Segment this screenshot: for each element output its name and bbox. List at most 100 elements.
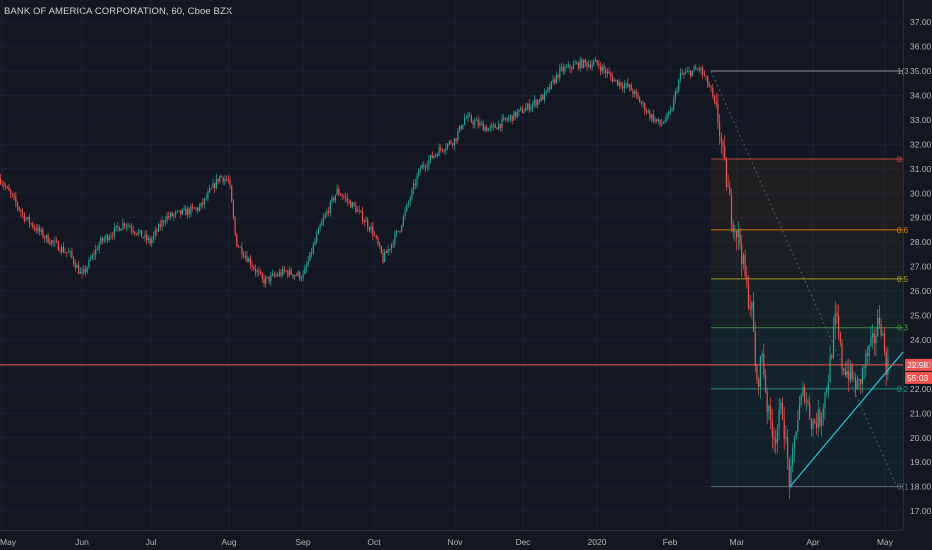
candle-body	[749, 307, 751, 309]
candle-body	[351, 202, 353, 208]
candle	[464, 113, 466, 126]
candle-body	[107, 235, 109, 241]
candle	[824, 391, 826, 420]
candle	[45, 234, 47, 243]
candle-body	[499, 123, 501, 128]
candle-body	[430, 154, 432, 160]
candle-body	[778, 409, 780, 429]
candle	[86, 266, 88, 274]
candle	[209, 184, 211, 194]
candle	[858, 378, 860, 389]
candle-body	[501, 118, 503, 128]
candle-body	[634, 91, 636, 95]
candle	[125, 223, 127, 232]
candle-body	[334, 194, 336, 201]
candle-body	[525, 107, 527, 112]
candle	[715, 92, 717, 109]
candle	[588, 59, 590, 68]
candle	[747, 275, 750, 311]
candle-body	[620, 82, 622, 87]
candle-body	[387, 249, 389, 254]
candle	[647, 108, 649, 114]
candle-body	[494, 124, 496, 128]
candle-body	[538, 99, 540, 102]
candle	[504, 117, 506, 122]
fib-level-label: 0.6	[897, 226, 909, 235]
candle-body	[759, 356, 761, 387]
candle	[491, 122, 493, 132]
candle	[698, 66, 700, 73]
candle	[659, 119, 661, 128]
candle	[37, 223, 39, 235]
candle-body	[756, 365, 758, 380]
candle	[154, 226, 156, 241]
candle-body	[450, 141, 452, 144]
candle-body	[819, 409, 821, 426]
candle-body	[809, 403, 811, 419]
candle-body	[50, 240, 53, 245]
y-tick-label: 33.00	[910, 115, 932, 125]
y-tick-label: 32.00	[910, 139, 932, 149]
x-tick-label: May	[877, 537, 894, 547]
candle	[815, 412, 818, 435]
candle-body	[404, 210, 406, 217]
candle-body	[215, 178, 217, 189]
candle-body	[57, 241, 59, 251]
candle	[827, 374, 829, 399]
candle	[406, 203, 408, 213]
candle	[678, 78, 680, 94]
candle-body	[856, 380, 858, 390]
candle	[173, 213, 175, 221]
candle	[5, 182, 7, 191]
candle	[370, 222, 372, 234]
candle-body	[353, 202, 355, 206]
candle	[460, 123, 462, 131]
candle-body	[712, 87, 714, 96]
candle	[372, 221, 374, 241]
candle	[178, 210, 180, 212]
candle	[108, 233, 110, 242]
candle-body	[105, 235, 107, 239]
candle-body	[316, 234, 318, 242]
candle	[693, 64, 695, 72]
candle-body	[101, 237, 104, 241]
candle-body	[841, 342, 843, 369]
x-tick-label: 2020	[588, 537, 607, 547]
candle	[268, 276, 270, 285]
candle-body	[739, 230, 741, 245]
x-tick-label: Mar	[730, 537, 745, 547]
candle-body	[715, 101, 717, 105]
candle-body	[190, 206, 192, 215]
candle-body	[623, 85, 625, 89]
candle-body	[324, 214, 326, 219]
candle-body	[781, 402, 784, 420]
candle	[656, 119, 658, 124]
candle-body	[516, 112, 518, 117]
candle	[583, 59, 585, 69]
candle	[521, 105, 523, 114]
candle	[829, 345, 831, 383]
candle-body	[788, 459, 790, 487]
candle	[622, 81, 624, 93]
candle	[766, 387, 768, 425]
candle-body	[589, 64, 591, 68]
candle	[474, 117, 476, 129]
candle-body	[338, 188, 340, 195]
candle-body	[720, 136, 722, 143]
candle	[404, 206, 406, 220]
candle-body	[705, 75, 707, 77]
candle-body	[198, 206, 200, 211]
candle-body	[693, 67, 695, 71]
candle	[95, 244, 97, 260]
candle	[3, 180, 5, 191]
candle-body	[246, 255, 248, 262]
candle	[501, 114, 503, 133]
candle	[207, 188, 209, 202]
candle-body	[775, 439, 777, 444]
candle-body	[474, 121, 476, 125]
candle-body	[1, 183, 3, 185]
candle	[696, 67, 699, 71]
candle	[304, 264, 306, 275]
candle	[764, 369, 767, 394]
